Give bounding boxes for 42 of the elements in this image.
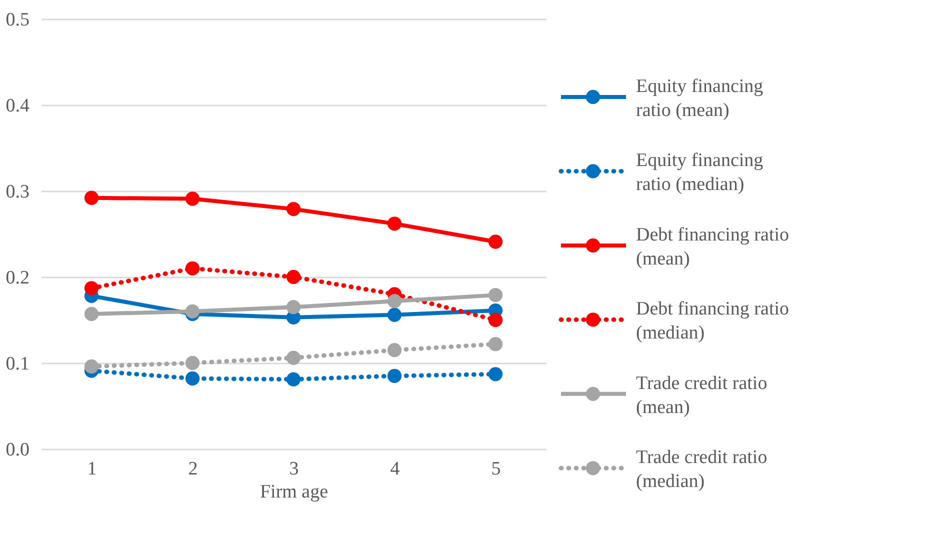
point bbox=[185, 371, 200, 386]
legend-label: Equity financing ratio (median) bbox=[636, 150, 764, 196]
point bbox=[286, 270, 301, 284]
point bbox=[488, 367, 503, 382]
y-tick-label: 0.5 bbox=[6, 10, 30, 30]
point bbox=[488, 288, 503, 302]
y-tick-label: 0.1 bbox=[6, 354, 30, 374]
legend-label: Trade credit ratio (mean) bbox=[636, 372, 768, 418]
point bbox=[185, 261, 200, 276]
point bbox=[286, 350, 301, 365]
y-tick-label: 0.3 bbox=[6, 182, 30, 202]
legend-label: Debt financing ratio (mean) bbox=[636, 224, 790, 270]
point bbox=[286, 202, 301, 216]
y-tick-label: 0.0 bbox=[6, 440, 30, 460]
point bbox=[387, 343, 402, 358]
point bbox=[387, 308, 402, 322]
point bbox=[286, 372, 301, 386]
x-tick-label: 3 bbox=[289, 458, 299, 480]
x-tick-label: 2 bbox=[188, 458, 198, 480]
point bbox=[84, 281, 99, 296]
point bbox=[488, 234, 503, 249]
x-tick-label: 5 bbox=[491, 458, 501, 480]
legend-label: Trade credit ratio (median) bbox=[636, 447, 768, 492]
x-axis-title: Firm age bbox=[260, 482, 328, 502]
point bbox=[387, 216, 402, 231]
point bbox=[84, 190, 99, 205]
legend-label: Equity financing ratio (mean) bbox=[636, 76, 764, 121]
point bbox=[387, 368, 402, 383]
point bbox=[84, 359, 99, 374]
point bbox=[185, 192, 200, 206]
point bbox=[185, 304, 200, 318]
point bbox=[488, 312, 503, 328]
y-tick-label: 0.4 bbox=[6, 96, 30, 116]
x-tick-label: 4 bbox=[390, 458, 400, 480]
legend-label: Debt financing ratio (median) bbox=[636, 298, 790, 344]
point bbox=[387, 294, 402, 308]
point bbox=[84, 306, 99, 322]
point bbox=[488, 337, 503, 352]
x-tick-label: 1 bbox=[87, 458, 97, 480]
point bbox=[185, 356, 200, 370]
y-tick-label: 0.2 bbox=[6, 268, 30, 288]
point bbox=[286, 300, 301, 314]
